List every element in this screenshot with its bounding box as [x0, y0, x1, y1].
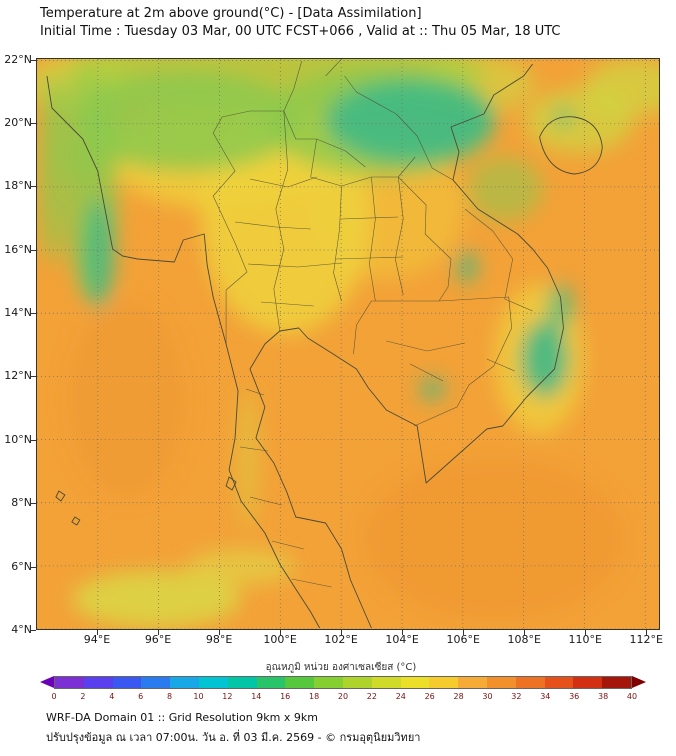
lat-tick-mark: [31, 566, 36, 568]
colorbar-tick-label: 40: [626, 692, 638, 701]
lat-tick-label: 22°N: [4, 52, 32, 66]
lon-tick-mark: [341, 630, 343, 635]
colorbar-tick-label: 30: [482, 692, 493, 701]
colorbar-segment: [458, 677, 487, 688]
lat-tick-label: 18°N: [4, 179, 32, 193]
lat-tick-mark: [31, 122, 36, 124]
colorbar-segment: [573, 677, 603, 688]
lon-tick-mark: [219, 630, 221, 635]
lon-tick-label: 112°E: [629, 633, 663, 646]
colorbar-tick-label: 36: [569, 692, 580, 701]
colorbar-tick-label: 8: [167, 692, 173, 701]
footer-domain-info: WRF-DA Domain 01 :: Grid Resolution 9km …: [46, 711, 318, 724]
colorbar-tick-label: 10: [193, 692, 204, 701]
colorbar-segment: [429, 677, 459, 688]
temperature-blobs: [37, 59, 659, 627]
colorbar-segment: [285, 677, 315, 688]
lon-tick-mark: [402, 630, 404, 635]
lat-tick-mark: [31, 313, 36, 315]
map-title: Temperature at 2m above ground(°C) - [Da…: [40, 6, 422, 21]
colorbar-tick-label: 16: [280, 692, 291, 701]
lon-tick-label: 104°E: [385, 633, 419, 646]
colorbar-tick-label: 34: [540, 692, 551, 701]
temperature-field: [37, 59, 659, 629]
lon-tick-mark: [463, 630, 465, 635]
lat-tick-label: 8°N: [11, 496, 32, 510]
lat-tick-mark: [31, 630, 36, 631]
colorbar-segment: [55, 677, 84, 688]
lat-tick-label: 4°N: [11, 623, 32, 636]
lon-tick-label: 106°E: [446, 633, 480, 646]
lat-tick-label: 16°N: [4, 242, 32, 256]
colorbar-segment: [314, 677, 343, 688]
colorbar-segment: [112, 677, 142, 688]
colorbar-segment: [515, 677, 545, 688]
coastlines: [46, 63, 603, 629]
colorbar-arrow-left: [40, 676, 54, 688]
lat-tick-label: 10°N: [4, 432, 32, 446]
colorbar-tick-label: 26: [424, 692, 435, 701]
lat-tick-label: 6°N: [11, 559, 32, 573]
country-province-borders: [212, 59, 533, 588]
lat-tick-mark: [31, 439, 36, 441]
colorbar-tick-label: 24: [395, 692, 406, 701]
colorbar-segment: [141, 677, 171, 688]
colorbar-segment: [170, 677, 199, 688]
lat-tick-label: 14°N: [4, 306, 32, 320]
colorbar-segment: [342, 677, 372, 688]
colorbar-tick-label: 6: [138, 692, 144, 701]
colorbar-segment: [400, 677, 430, 688]
lon-tick-mark: [158, 630, 160, 635]
lon-tick-mark: [646, 630, 648, 635]
lon-tick-mark: [524, 630, 526, 635]
colorbar-tick-label: 38: [598, 692, 609, 701]
colorbar-tick-label: 32: [511, 692, 522, 701]
colorbar-tick-label: 12: [222, 692, 233, 701]
colorbar-tick-label: 18: [309, 692, 320, 701]
lat-tick-mark: [31, 186, 36, 188]
lon-tick-mark: [97, 630, 99, 635]
colorbar-tick-label: 4: [109, 692, 115, 701]
lon-tick-mark: [280, 630, 282, 635]
colorbar-segment: [227, 677, 257, 688]
colorbar-segment: [198, 677, 228, 688]
colorbar-tick-label: 14: [251, 692, 262, 701]
colorbar-tick-label: 2: [80, 692, 86, 701]
lon-tick-label: 108°E: [507, 633, 541, 646]
colorbar-gradient: [54, 676, 632, 689]
footer-update-info: ปรับปรุงข้อมูล ณ เวลา 07:00น. วัน อ. ที่…: [46, 731, 421, 744]
lat-tick-mark: [31, 503, 36, 505]
colorbar-segment: [544, 677, 574, 688]
colorbar-segment: [83, 677, 113, 688]
lat-tick-mark: [31, 59, 36, 61]
colorbar-segment: [602, 677, 631, 688]
lat-tick-mark: [31, 376, 36, 378]
lon-tick-label: 110°E: [568, 633, 602, 646]
map-subtitle: Initial Time : Tuesday 03 Mar, 00 UTC FC…: [40, 24, 561, 39]
colorbar-tick-label: 0: [51, 692, 57, 701]
lon-tick-mark: [585, 630, 587, 635]
lon-tick-label: 98°E: [205, 633, 233, 646]
lon-tick-label: 102°E: [324, 633, 358, 646]
lon-tick-label: 94°E: [83, 633, 111, 646]
colorbar-tick-label: 20: [337, 692, 349, 701]
colorbar-segment: [486, 677, 516, 688]
map-plot: [36, 58, 660, 630]
colorbar-segment: [371, 677, 401, 688]
colorbar-tick-label: 28: [453, 692, 464, 701]
grid-lines: [37, 59, 659, 629]
lon-tick-label: 96°E: [144, 633, 172, 646]
colorbar-label: อุณหภูมิ หน่วย องศาเซลเซียส (°C): [265, 662, 417, 673]
colorbar-segment: [256, 677, 286, 688]
lat-tick-label: 12°N: [4, 369, 32, 383]
colorbar-arrow-right: [632, 676, 646, 688]
colorbar-tick-label: 22: [366, 692, 377, 701]
lat-tick-mark: [31, 249, 36, 251]
lon-tick-label: 100°E: [263, 633, 297, 646]
lat-tick-label: 20°N: [4, 115, 32, 129]
